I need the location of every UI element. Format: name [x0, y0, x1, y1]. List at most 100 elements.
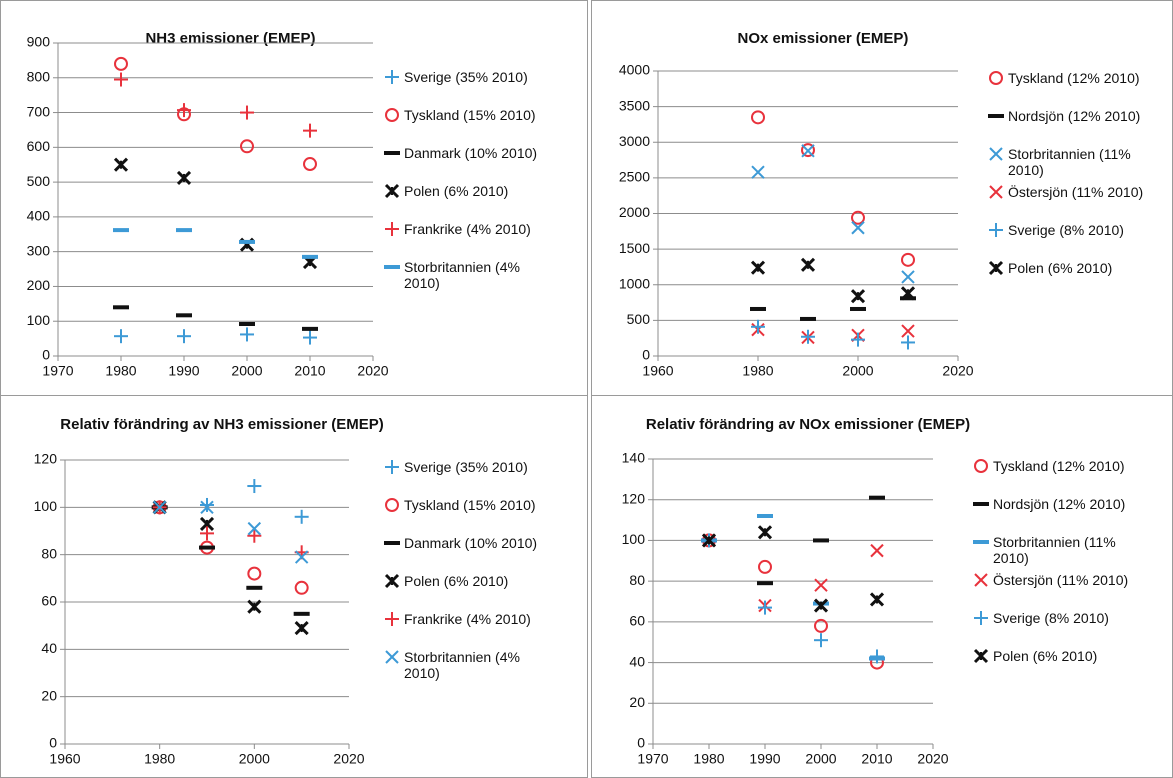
legend-label: Danmark (10% 2010)	[404, 145, 538, 161]
y-tick-label: 3000	[619, 133, 650, 149]
marker-stroke	[813, 538, 829, 543]
marker-stroke	[113, 305, 129, 310]
legend-marker	[384, 183, 400, 199]
data-point	[302, 254, 318, 259]
legend-marker	[973, 502, 989, 506]
chart: NH3 emissioner (EMEP) 0 100 200 300 400 500 600…	[27, 30, 389, 379]
data-point	[240, 139, 254, 154]
data-point	[757, 514, 773, 518]
y-tick-label: 20	[41, 687, 57, 703]
data-point	[850, 306, 866, 311]
data-point	[870, 649, 884, 664]
marker-stroke	[246, 585, 263, 590]
legend-marker	[385, 460, 399, 474]
legend-label: Östersjön (11% 2010)	[993, 572, 1129, 588]
chart-title: Relativ förändring av NOx emissioner (EM…	[646, 416, 970, 433]
data-point	[750, 260, 766, 275]
data-point	[850, 289, 866, 304]
marker-stroke	[801, 144, 815, 158]
chart-panel: Relativ förändring av NOx emissioner (EM…	[591, 395, 1173, 778]
marker-stroke	[385, 650, 399, 664]
legend-item: Östersjön (11% 2010)	[972, 572, 1145, 588]
marker-stroke	[901, 324, 915, 338]
marker-stroke	[870, 543, 884, 558]
data-point	[750, 306, 766, 311]
legend-marker	[974, 611, 988, 625]
y-tick-label: 120	[622, 490, 646, 506]
y-tick-label: 100	[34, 498, 58, 514]
y-tick-label: 120	[34, 451, 58, 467]
marker-stroke	[302, 326, 318, 331]
x-tick-label: 2020	[942, 363, 973, 379]
y-tick-label: 1000	[619, 275, 650, 291]
legend-item: Östersjön (11% 2010)	[987, 184, 1160, 200]
y-tick-label: 140	[622, 450, 646, 466]
data-point	[246, 585, 263, 590]
legend-item: Tyskland (12% 2010)	[987, 70, 1160, 86]
marker-stroke	[851, 210, 865, 225]
marker-stroke	[757, 514, 773, 518]
legend-label: Sverige (35% 2010)	[404, 459, 528, 475]
legend-item: Sverige (8% 2010)	[972, 610, 1145, 626]
legend-label: Polen (6% 2010)	[1008, 260, 1113, 276]
data-point	[200, 526, 214, 541]
data-point	[901, 335, 915, 350]
marker-stroke	[851, 221, 865, 235]
x-tick-label: 1990	[749, 751, 780, 767]
legend-item: Storbritannien (11% 2010)	[987, 146, 1160, 178]
marker-stroke	[384, 541, 400, 545]
legend-label: Storbritannien (11% 2010)	[993, 534, 1116, 566]
data-point	[247, 566, 262, 581]
legend-label: Frankrike (4% 2010)	[404, 221, 531, 237]
data-point	[757, 581, 773, 586]
data-point	[176, 228, 192, 233]
x-tick-label: 2020	[333, 751, 364, 767]
y-tick-label: 40	[629, 653, 645, 669]
legend-item: Storbritannien (11% 2010)	[972, 534, 1145, 566]
y-tick-label: 2000	[619, 204, 650, 220]
data-point	[813, 538, 829, 543]
legend-marker	[989, 71, 1003, 85]
marker-stroke	[814, 578, 828, 592]
legend-label: Sverige (8% 2010)	[993, 610, 1109, 626]
marker-stroke	[750, 306, 766, 311]
legend-marker	[973, 540, 989, 544]
data-point	[247, 521, 262, 536]
data-point	[801, 143, 815, 158]
x-tick-label: 1980	[105, 363, 136, 379]
x-tick-label: 2010	[294, 363, 325, 379]
y-tick-label: 200	[27, 277, 51, 293]
marker-stroke	[303, 157, 317, 172]
data-point	[176, 313, 192, 318]
legend-label: Nordsjön (12% 2010)	[993, 496, 1126, 512]
legend-marker	[384, 541, 400, 545]
marker-stroke	[989, 71, 1003, 85]
y-tick-label: 100	[27, 312, 51, 328]
chart: NOx emissioner (EMEP) 0 500 1000 1500 2000 250…	[619, 30, 974, 379]
legend-marker	[989, 223, 1003, 237]
chart-title: NOx emissioner (EMEP)	[738, 30, 909, 47]
data-point	[114, 329, 128, 344]
marker-stroke	[757, 581, 773, 586]
y-tick-label: 1500	[619, 240, 650, 256]
marker-stroke	[758, 559, 772, 574]
data-point	[751, 319, 765, 334]
legend-marker	[385, 650, 399, 664]
legend-label: Tyskland (12% 2010)	[1008, 70, 1140, 86]
x-tick-label: 1970	[637, 751, 668, 767]
y-tick-label: 0	[49, 735, 57, 751]
data-point	[851, 221, 865, 235]
legend-item: Polen (6% 2010)	[383, 183, 556, 199]
data-point	[851, 210, 865, 225]
y-tick-label: 300	[27, 242, 51, 258]
chart-title: Relativ förändring av NH3 emissioner (EM…	[60, 416, 383, 433]
x-tick-label: 1990	[168, 363, 199, 379]
legend-item: Storbritannien (4% 2010)	[383, 259, 556, 291]
data-point	[240, 327, 254, 342]
legend-item: Sverige (35% 2010)	[383, 69, 556, 85]
data-point	[247, 599, 262, 614]
data-point	[701, 533, 717, 548]
x-tick-label: 2000	[842, 363, 873, 379]
data-point	[294, 580, 309, 595]
legend-marker	[973, 648, 989, 664]
